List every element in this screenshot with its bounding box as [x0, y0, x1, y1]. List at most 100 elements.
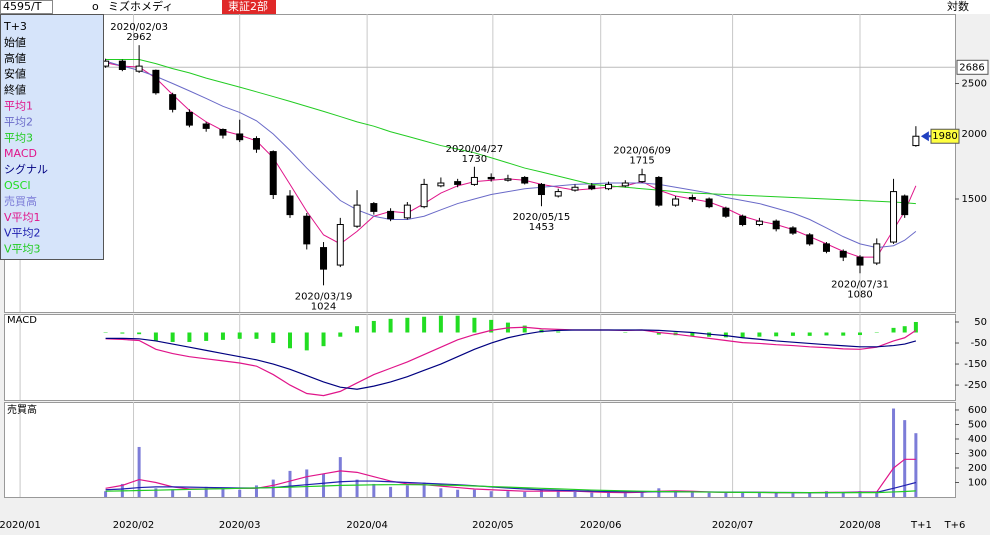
osci-bar	[371, 320, 376, 333]
candle-body	[912, 135, 920, 147]
annotation-date: 2020/02/03	[110, 22, 168, 33]
y-tick-label: 50	[974, 317, 987, 328]
legend-item: 売買高	[4, 194, 37, 208]
candle-body	[588, 185, 596, 190]
candle-body	[219, 128, 227, 136]
osci-bar	[187, 332, 192, 342]
macd-line	[105, 326, 917, 397]
y-tick-label: 2500	[962, 79, 987, 90]
candle-body	[722, 207, 730, 217]
panel-title: MACD	[7, 315, 37, 326]
candle-body	[621, 182, 629, 187]
osci-bar	[841, 332, 846, 336]
candle-body	[554, 191, 562, 197]
volume-bar	[539, 489, 543, 497]
moving-average	[105, 59, 916, 205]
annotation-value: 1730	[462, 154, 487, 165]
annotation-date: 2020/05/15	[513, 212, 571, 223]
y-tick-label: 200	[968, 463, 987, 474]
x-tick-label: 2020/05	[472, 520, 514, 531]
scale-mode[interactable]: 対数	[947, 0, 969, 13]
x-tick-label: 2020/07	[712, 520, 754, 531]
moving-average	[105, 60, 917, 249]
candle-body	[822, 243, 830, 252]
osci-bar	[723, 332, 728, 338]
macd-line	[105, 329, 917, 390]
y-tick-label: 300	[968, 448, 987, 459]
price-line-label: 2686	[959, 62, 984, 73]
annotation-date: 2020/04/27	[446, 144, 504, 155]
candle-body	[336, 224, 344, 266]
volume-bar	[573, 491, 577, 497]
candle-body	[387, 210, 395, 220]
volume-bar	[903, 420, 907, 497]
macd-panel	[4, 314, 956, 401]
candle-body	[487, 176, 495, 180]
candle-body	[901, 195, 909, 216]
legend-item: OSCI	[4, 179, 31, 192]
marker: o	[92, 0, 99, 13]
candle-body	[202, 123, 210, 129]
volume-bar	[372, 483, 376, 497]
candle-body	[839, 250, 847, 258]
volume-bar	[707, 492, 711, 497]
volume-bar	[892, 408, 896, 497]
volume-bar	[204, 486, 208, 497]
osci-bar	[858, 332, 862, 336]
x-tick-label: 2020/03	[219, 520, 261, 531]
osci-bar	[422, 316, 427, 333]
candle-body	[320, 247, 328, 270]
candle-body	[252, 138, 260, 150]
volume-bar	[338, 457, 342, 497]
candle-body	[152, 69, 160, 94]
osci-bar	[237, 332, 242, 339]
candle-body	[470, 176, 478, 185]
osci-bar	[790, 332, 795, 336]
y-tick-label: -250	[964, 380, 987, 391]
osci-bar	[656, 332, 661, 335]
osci-bar	[254, 332, 259, 339]
volume-bar	[137, 446, 141, 497]
volume-bar	[238, 489, 242, 497]
candle-body	[403, 204, 411, 219]
symbol-box[interactable]	[0, 0, 53, 14]
osci-bar	[807, 332, 812, 336]
osci-bar	[438, 315, 443, 333]
candle-body	[169, 94, 177, 110]
candle-body	[789, 227, 797, 234]
volume-bar	[824, 491, 828, 497]
last-price-box	[930, 128, 960, 144]
y-tick-label: 100	[968, 477, 987, 488]
volume-bar	[187, 491, 191, 497]
osci-bar	[153, 332, 158, 341]
volume-bar	[623, 492, 627, 497]
candle-body	[772, 220, 780, 230]
volume-bar	[221, 488, 225, 497]
volume-bar	[305, 469, 309, 497]
candle-body	[370, 203, 378, 212]
candle-body	[705, 198, 713, 208]
candle-body	[605, 183, 613, 190]
volume-bar	[875, 492, 879, 497]
candle-body	[688, 197, 696, 200]
volume-bar	[271, 479, 275, 497]
volume-bar	[288, 470, 292, 497]
y-tick-label: -50	[971, 338, 987, 349]
volume-bar	[254, 485, 258, 497]
legend-item: 平均2	[4, 115, 33, 128]
volume-bar	[590, 492, 594, 497]
annotation-date: 2020/06/09	[613, 146, 671, 157]
osci-bar	[220, 332, 225, 340]
candle-body	[655, 176, 663, 206]
volume-bar	[154, 488, 158, 497]
osci-bar	[489, 319, 494, 333]
candle-body	[236, 133, 244, 141]
candle-body	[537, 183, 545, 196]
y-tick-label: 1500	[962, 194, 987, 205]
market-box	[222, 0, 276, 14]
volume-bar	[791, 493, 795, 497]
stock-name: ミズホメディ	[108, 0, 173, 13]
y-tick-label: 400	[968, 434, 987, 445]
volume-panel	[4, 402, 956, 498]
